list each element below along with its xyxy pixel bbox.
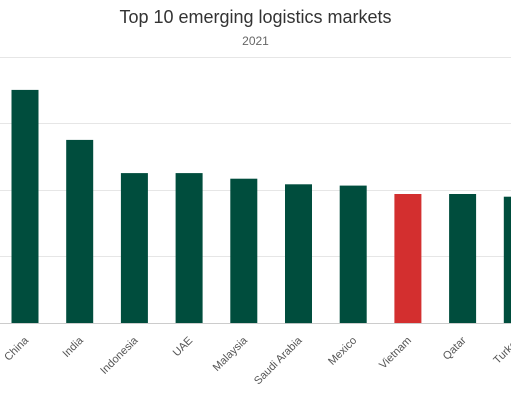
x-tick-label: Malaysia: [211, 334, 251, 374]
bar-saudi-arabia[interactable]: [285, 184, 312, 324]
bar-vietnam[interactable]: [394, 194, 422, 323]
x-tick-label: Saudi Arabia: [252, 334, 305, 387]
bar-malaysia[interactable]: [230, 178, 258, 323]
x-tick-label: Indonesia: [98, 334, 141, 377]
bar-india[interactable]: [66, 139, 94, 323]
bar-indonesia[interactable]: [120, 173, 148, 323]
x-tick-label: Qatar: [441, 334, 469, 362]
chart-subtitle: 2021: [242, 34, 269, 48]
x-tick-label: Vietnam: [377, 335, 414, 372]
bar-layer: [11, 89, 511, 324]
bar-mexico[interactable]: [339, 185, 367, 323]
tick-label-layer: China India Indonesia UAE Malaysia Saudi Arab…: [2, 334, 511, 387]
x-tick-label: UAE: [171, 335, 195, 359]
x-tick-label: Mexico: [326, 335, 359, 368]
bar-turkey[interactable]: [503, 196, 511, 323]
bar-qatar[interactable]: [449, 194, 477, 323]
x-tick-label: Turkey: [491, 334, 511, 366]
bar-china[interactable]: [11, 89, 39, 324]
x-tick-label: India: [60, 334, 86, 360]
bar-uae[interactable]: [175, 173, 203, 323]
x-tick-label: China: [2, 334, 31, 363]
chart-title: Top 10 emerging logistics markets: [119, 7, 392, 27]
